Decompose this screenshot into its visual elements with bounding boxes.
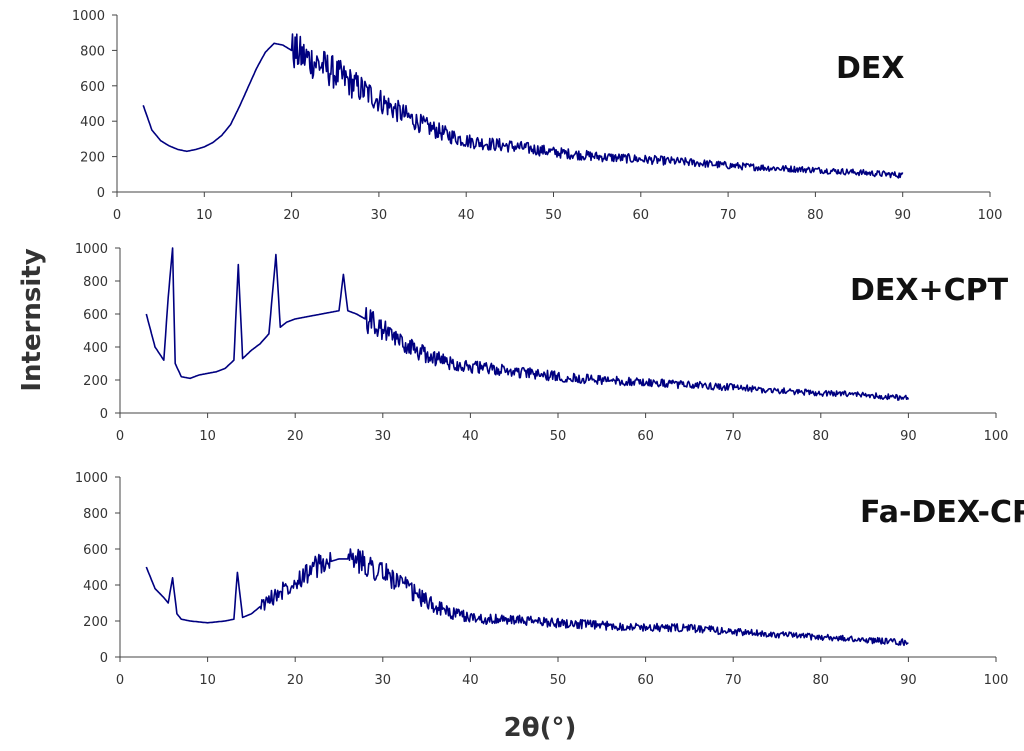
series-group — [142, 33, 904, 179]
x-ticks: 0 10 20 30 40 50 60 70 80 90 100 — [116, 657, 1009, 688]
xrd-trace-line — [142, 33, 904, 179]
x-tick-label: 100 — [984, 673, 1009, 688]
x-tick-label: 90 — [900, 429, 917, 444]
y-tick-label: 1000 — [72, 9, 105, 24]
x-tick-label: 60 — [637, 673, 654, 688]
y-tick-label: 1000 — [75, 242, 108, 257]
panel-label: DEX — [836, 51, 905, 86]
series-group — [145, 548, 909, 647]
y-tick-label: 400 — [83, 341, 108, 356]
x-tick-label: 20 — [287, 429, 304, 444]
x-tick-label: 80 — [813, 429, 830, 444]
x-tick-label: 70 — [725, 673, 742, 688]
x-ticks: 0 10 20 30 40 50 60 70 80 90 100 — [113, 192, 1003, 223]
y-tick-label: 200 — [80, 151, 105, 166]
y-tick-label: 400 — [83, 579, 108, 594]
x-tick-label: 70 — [725, 429, 742, 444]
y-tick-label: 800 — [83, 275, 108, 290]
x-axis-title: 2θ(°) — [504, 713, 577, 743]
xrd-trace-line — [145, 247, 910, 401]
x-tick-label: 90 — [894, 208, 911, 223]
x-tick-label: 10 — [199, 673, 216, 688]
xrd-trace-line — [145, 548, 909, 647]
x-tick-label: 30 — [375, 673, 392, 688]
x-tick-label: 10 — [196, 208, 213, 223]
x-tick-label: 60 — [633, 208, 650, 223]
x-tick-label: 0 — [116, 673, 124, 688]
x-tick-label: 50 — [545, 208, 562, 223]
y-tick-label: 0 — [97, 186, 105, 201]
y-tick-label: 800 — [80, 44, 105, 59]
y-ticks: 0 200 400 600 800 1000 — [75, 242, 120, 422]
panel-label: Fa-DEX-CPT — [860, 495, 1024, 530]
x-tick-label: 100 — [978, 208, 1003, 223]
y-tick-label: 0 — [100, 407, 108, 422]
x-tick-label: 30 — [371, 208, 388, 223]
y-tick-label: 600 — [83, 308, 108, 323]
x-tick-label: 50 — [550, 429, 567, 444]
y-ticks: 0 200 400 600 800 1000 — [75, 471, 120, 666]
x-ticks: 0 10 20 30 40 50 60 70 80 90 100 — [116, 413, 1009, 444]
x-tick-label: 80 — [813, 673, 830, 688]
panel-dex: 0 10 20 30 40 50 60 70 80 90 100 0 200 400 600 800 1000… — [72, 9, 1003, 223]
x-tick-label: 40 — [462, 673, 479, 688]
x-tick-label: 50 — [550, 673, 567, 688]
x-tick-label: 40 — [458, 208, 475, 223]
x-tick-label: 70 — [720, 208, 737, 223]
panel-label: DEX+CPT — [850, 273, 1009, 308]
x-tick-label: 60 — [637, 429, 654, 444]
x-tick-label: 0 — [116, 429, 124, 444]
panel-dex-cpt: 0 10 20 30 40 50 60 70 80 90 100 0 200 400 600 800 1000… — [75, 242, 1009, 444]
y-tick-label: 200 — [83, 615, 108, 630]
y-axis-title: Internsity — [17, 248, 47, 391]
x-tick-label: 80 — [807, 208, 824, 223]
x-tick-label: 30 — [375, 429, 392, 444]
x-tick-label: 0 — [113, 208, 121, 223]
panel-fa-dex-cpt: 0 10 20 30 40 50 60 70 80 90 100 0 200 400 600 800 1000… — [75, 471, 1024, 688]
y-tick-label: 200 — [83, 374, 108, 389]
y-ticks: 0 200 400 600 800 1000 — [72, 9, 117, 201]
x-tick-label: 40 — [462, 429, 479, 444]
x-tick-label: 20 — [287, 673, 304, 688]
x-tick-label: 10 — [199, 429, 216, 444]
y-tick-label: 600 — [83, 543, 108, 558]
x-tick-label: 20 — [283, 208, 300, 223]
y-tick-label: 1000 — [75, 471, 108, 486]
y-tick-label: 400 — [80, 115, 105, 130]
x-tick-label: 100 — [984, 429, 1009, 444]
y-tick-label: 0 — [100, 651, 108, 666]
y-tick-label: 800 — [83, 507, 108, 522]
series-group — [145, 247, 910, 401]
x-tick-label: 90 — [900, 673, 917, 688]
y-tick-label: 600 — [80, 80, 105, 95]
